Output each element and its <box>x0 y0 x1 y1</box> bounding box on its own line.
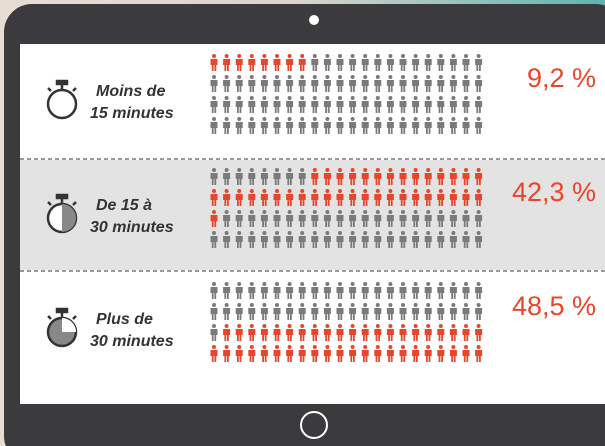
camera <box>309 15 319 25</box>
category-label: 30 minutes <box>90 333 174 350</box>
infographic: Moins de 15 minutes 9,2 % De 15 à 30 minutes… <box>0 0 605 446</box>
category-label: De 15 à <box>96 197 152 214</box>
category-label: 30 minutes <box>90 219 174 236</box>
category-label: 15 minutes <box>90 105 174 122</box>
category-label: Plus de <box>96 311 153 328</box>
value-label: 42,3 % <box>512 177 596 207</box>
value-label: 9,2 % <box>527 63 596 93</box>
value-label: 48,5 % <box>512 291 596 321</box>
category-label: Moins de <box>96 83 165 100</box>
